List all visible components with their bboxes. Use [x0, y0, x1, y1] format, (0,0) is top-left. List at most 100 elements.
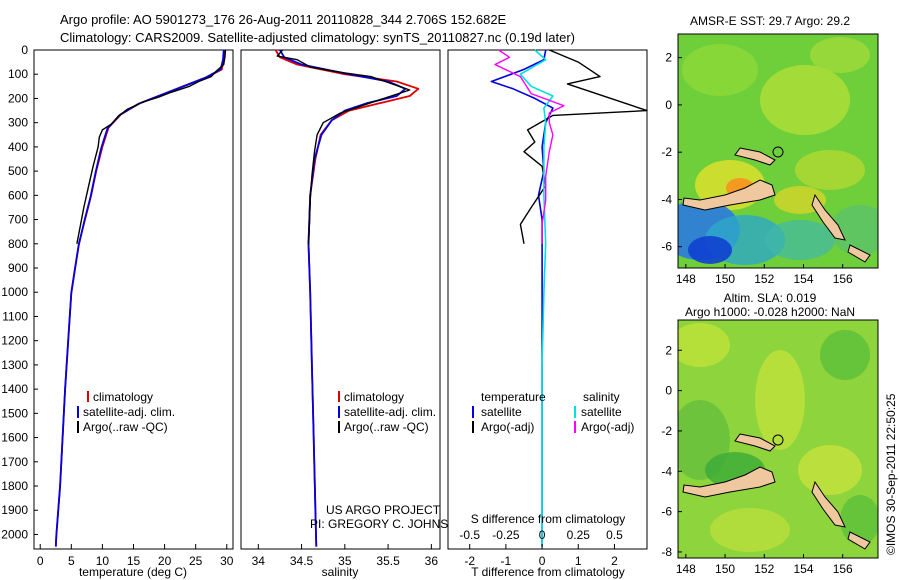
land-solomon — [847, 531, 871, 550]
sst-map-title: AMSR-E SST: 29.7 Argo: 29.2 — [690, 14, 850, 28]
land-bougainville — [811, 480, 846, 528]
argo-float-marker — [772, 146, 784, 158]
sla-map-x-ticks: 148 150 152 154 156 — [676, 554, 853, 576]
legend-label-argo: Argo(..raw -QC) — [83, 420, 168, 434]
y-tick-label: 1900 — [1, 503, 28, 517]
y-tick-label: 1000 — [1, 285, 28, 299]
temperature-panel: 0 5 10 15 20 25 30 0 100 200 300 400 500 600 700 800 90… — [1, 43, 233, 579]
difference-panel: -2 -1 0 1 2 -0.5 -0.25 0 0.25 0.5 T difference f… — [447, 49, 648, 579]
legend-label-satellite: satellite-adj. clim. — [83, 405, 175, 419]
sla-blob — [710, 508, 790, 552]
land-new-britain — [734, 433, 776, 452]
sst-cool-blob — [765, 220, 835, 260]
map-y-tick-label: -2 — [661, 424, 672, 438]
sla-blob — [820, 330, 870, 380]
map-x-tick-label: 154 — [793, 562, 813, 576]
depth-y-ticks: 0 100 200 300 400 500 600 700 800 900 1000 1100 1200… — [1, 43, 38, 541]
series-line-s-argo-adj- — [494, 49, 565, 244]
map-y-tick-label: -8 — [661, 545, 672, 559]
map-x-tick-label: 156 — [833, 272, 853, 286]
t-difference-xlabel: T difference from climatology — [471, 565, 625, 579]
series-line-s-satellite — [519, 49, 554, 547]
sst-field — [678, 37, 878, 265]
map-x-tick-label: 154 — [793, 272, 813, 286]
y-tick-label: 1400 — [1, 382, 28, 396]
salinity-xlabel: salinity — [322, 565, 359, 579]
y-tick-label: 200 — [8, 91, 28, 105]
s-tick-label: -0.25 — [492, 528, 520, 542]
temperature-legend: climatology satellite-adj. clim. Argo(..… — [77, 390, 175, 434]
y-tick-label: 300 — [8, 116, 28, 130]
legend-label-s-argo: Argo(-adj) — [581, 420, 634, 434]
y-tick-label: 100 — [8, 67, 28, 81]
land-bougainville — [811, 193, 846, 241]
y-tick-label: 1700 — [1, 455, 28, 469]
imos-credit: ©IMOS 30-Sep-2011 22:50:25 — [884, 393, 898, 555]
s-tick-label: 0 — [539, 528, 546, 542]
salinity-x-ticks: 34 34.5 35 35.5 36 — [252, 544, 439, 568]
difference-legend: temperature salinity satellite Argo(-adj… — [472, 390, 634, 434]
x-tick-label: 35 — [338, 554, 352, 568]
y-tick-label: 1200 — [1, 334, 28, 348]
legend-label-climatology: climatology — [344, 390, 404, 404]
y-tick-label: 1600 — [1, 431, 28, 445]
s-difference-xlabel: S difference from climatology — [471, 512, 626, 526]
map-y-tick-label: -6 — [661, 505, 672, 519]
series-line-argo-raw-qc- — [276, 49, 411, 244]
x-tick-label: 36 — [425, 554, 439, 568]
series-line-satellite-adj-clim- — [54, 49, 225, 547]
y-tick-label: 1100 — [2, 309, 28, 323]
map-y-tick-label: -2 — [661, 145, 672, 159]
land-new-guinea — [682, 179, 776, 211]
map-y-tick-label: 0 — [665, 98, 672, 112]
map-x-tick-label: 150 — [715, 562, 735, 576]
temperature-x-ticks: 0 5 10 15 20 25 30 — [37, 544, 234, 568]
sst-cool-blob — [830, 205, 878, 255]
y-tick-label: 2000 — [1, 527, 28, 541]
sst-cold-blob — [688, 236, 732, 264]
sst-map-panel: AMSR-E SST: 29.7 Argo: 29.2 148 1 — [661, 14, 879, 286]
y-tick-label: 500 — [8, 164, 28, 178]
y-tick-label: 900 — [8, 261, 28, 275]
map-x-tick-label: 152 — [754, 562, 774, 576]
legend-label-satellite: satellite-adj. clim. — [344, 405, 436, 419]
x-tick-label: 15 — [127, 554, 141, 568]
y-tick-label: 800 — [8, 237, 28, 251]
x-tick-label: 2 — [611, 554, 618, 568]
s-tick-label: -0.5 — [459, 528, 480, 542]
sst-blob — [682, 44, 758, 96]
map-x-tick-label: 148 — [676, 272, 696, 286]
map-y-tick-label: 0 — [665, 384, 672, 398]
sla-map-title-line2: Argo h1000: -0.028 h2000: NaN — [685, 305, 855, 319]
project-pi: PI: GREGORY C. JOHNSON — [310, 517, 466, 531]
series-line-argo-raw-qc- — [76, 49, 227, 244]
series-line-t-argo-adj- — [519, 49, 648, 244]
x-tick-label: 20 — [158, 554, 172, 568]
sla-map-panel: Altim. SLA: 0.019 Argo h1000: -0.028 h20… — [661, 291, 879, 576]
salinity-panel: 34 34.5 35 35.5 36 salinity climatology sate… — [240, 49, 466, 579]
sla-field — [678, 323, 878, 552]
argo-float-marker — [772, 434, 784, 446]
y-tick-label: 1300 — [1, 358, 28, 372]
y-tick-label: 0 — [21, 43, 28, 57]
figure-title-line2: Climatology: CARS2009. Satellite-adjuste… — [60, 30, 575, 45]
s-difference-x-ticks: -0.5 -0.25 0 0.25 0.5 — [459, 528, 623, 542]
sla-blob — [798, 445, 862, 495]
sst-map-x-ticks: 148 150 152 154 156 — [676, 264, 853, 286]
sla-map-title-line1: Altim. SLA: 0.019 — [724, 291, 817, 305]
sst-blob — [810, 37, 870, 73]
t-difference-x-ticks: -2 -1 0 1 2 — [464, 544, 618, 568]
x-tick-label: 1 — [575, 554, 582, 568]
legend-label-t-argo: Argo(-adj) — [481, 420, 534, 434]
difference-series-group — [490, 49, 648, 547]
map-x-tick-label: 148 — [676, 562, 696, 576]
sla-blob — [678, 323, 730, 367]
legend-label-climatology: climatology — [93, 390, 153, 404]
x-tick-label: 0 — [37, 554, 44, 568]
x-tick-label: 5 — [68, 554, 75, 568]
x-tick-label: 30 — [220, 554, 234, 568]
x-tick-label: -2 — [464, 554, 475, 568]
x-tick-label: 25 — [189, 554, 203, 568]
x-tick-label: 0 — [539, 554, 546, 568]
